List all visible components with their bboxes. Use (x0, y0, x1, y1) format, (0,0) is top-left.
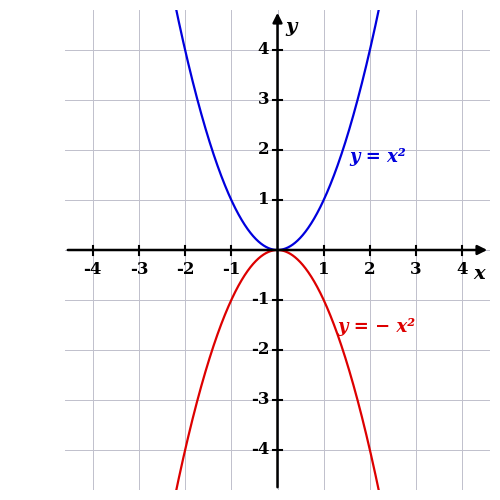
Text: -2: -2 (250, 342, 269, 358)
Text: -4: -4 (251, 442, 269, 458)
Text: 3: 3 (410, 261, 422, 278)
Text: -1: -1 (251, 292, 269, 308)
Text: 4: 4 (258, 42, 269, 58)
Text: 2: 2 (364, 261, 376, 278)
Text: y = − x²: y = − x² (338, 318, 415, 336)
Text: -3: -3 (130, 261, 148, 278)
Text: -4: -4 (84, 261, 102, 278)
Text: -1: -1 (222, 261, 240, 278)
Text: -2: -2 (176, 261, 195, 278)
Text: 3: 3 (258, 92, 269, 108)
Text: y: y (286, 18, 297, 36)
Text: 2: 2 (258, 142, 269, 158)
Text: 1: 1 (318, 261, 330, 278)
Text: 4: 4 (456, 261, 468, 278)
Text: y = x²: y = x² (349, 148, 406, 166)
Text: 1: 1 (258, 192, 269, 208)
Text: -3: -3 (250, 392, 269, 408)
Text: x: x (474, 265, 486, 283)
